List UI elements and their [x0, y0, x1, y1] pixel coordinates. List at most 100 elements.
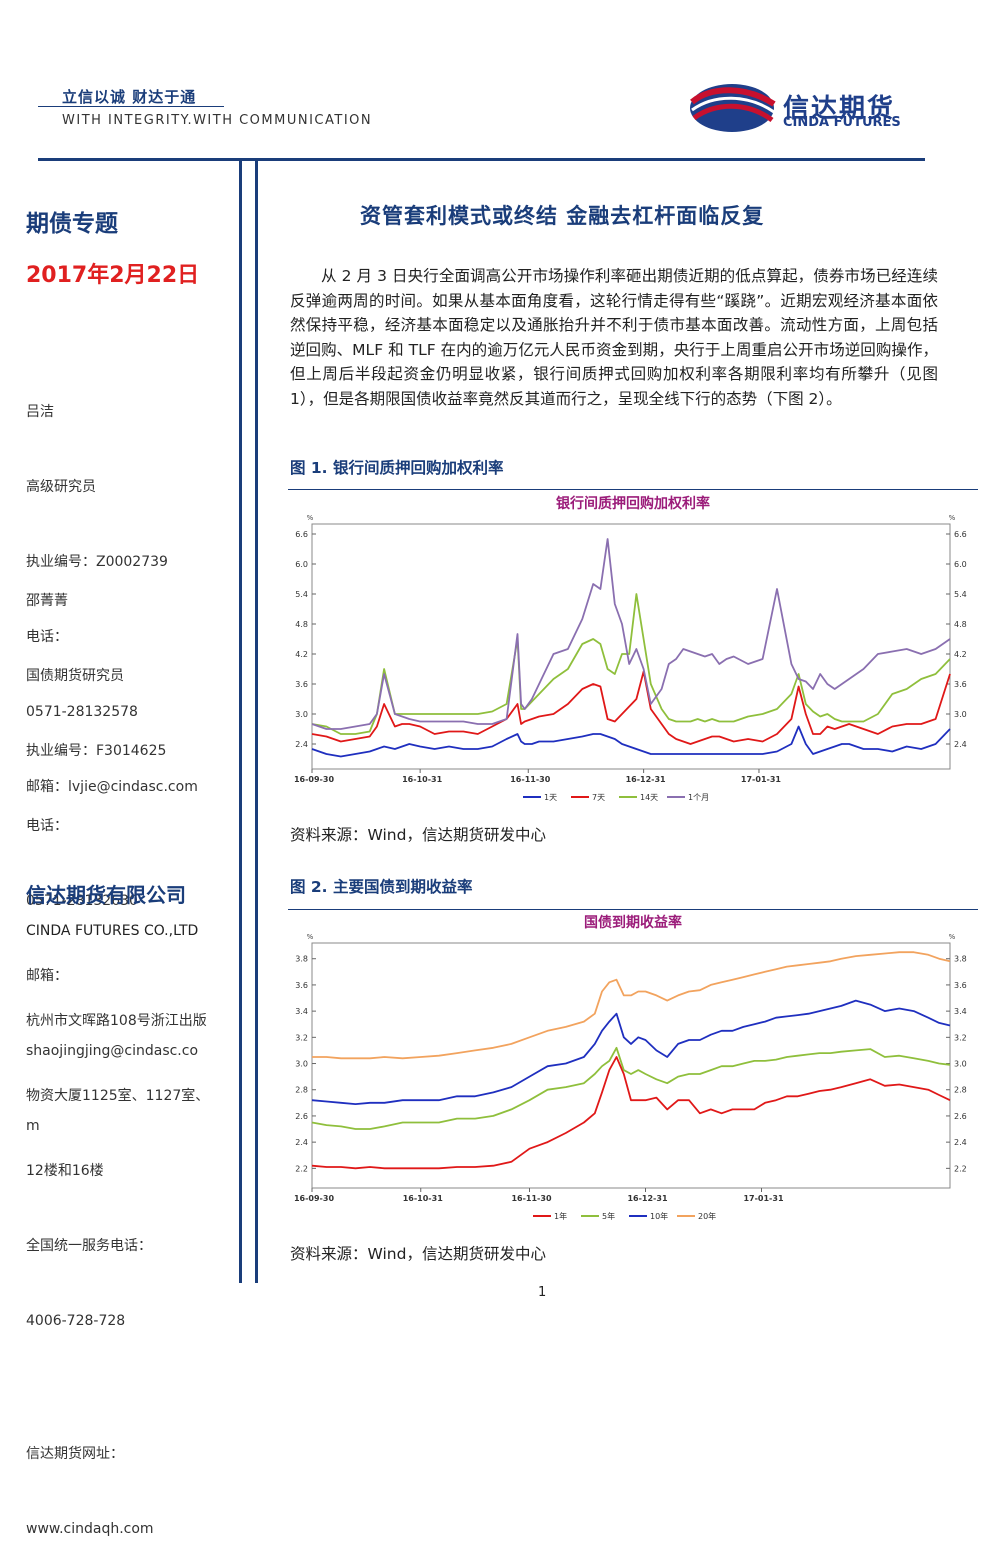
report-category: 期债专题	[26, 211, 118, 237]
y-tick-label-left: 6.6	[295, 530, 308, 539]
figure-2-caption: 图 2. 主要国债到期收益率	[290, 878, 473, 896]
y-tick-label-right: 4.2	[954, 650, 967, 659]
y-tick-label-left: 3.2	[295, 1033, 308, 1042]
hotline-label: 全国统一服务电话：	[26, 1238, 152, 1254]
series-line-2	[311, 1046, 951, 1130]
analyst-2-phone: 0571-28132630	[26, 893, 138, 909]
chart-bond-yields: 国债到期收益率% % 2.2 2.2 2.4 2.4 2.6 2.6 2.8 2.8 3.0 3.0 3…	[294, 914, 967, 1221]
x-tick-label: 16-12-31	[626, 775, 666, 784]
series-line-3	[311, 593, 951, 735]
chart-title: 国债到期收益率	[584, 914, 682, 931]
y-tick-label-right: 3.4	[954, 1007, 967, 1016]
y-tick-label-right: 3.0	[954, 1060, 967, 1069]
y-tick-label-right: 4.8	[954, 620, 967, 629]
y-tick-label-left: 5.4	[295, 590, 308, 599]
sidebar-rule	[239, 158, 242, 1283]
slogan-en: WITH INTEGRITY.WITH COMMUNICATION	[62, 113, 373, 128]
analyst-1-phone: 0571-28132578	[26, 704, 138, 720]
company-name-en: CINDA FUTURES CO.,LTD	[26, 923, 199, 939]
slogan-cn: 立信以诚 财达于通	[62, 88, 197, 106]
y-tick-label-right: 2.6	[954, 1112, 967, 1121]
unit-left: %	[307, 933, 314, 941]
legend-label-2: 7天	[592, 793, 605, 802]
analyst-1-license: 执业编号：Z0002739	[26, 554, 168, 570]
hotline-number: 4006-728-728	[26, 1313, 126, 1329]
slogan-divider	[38, 106, 224, 107]
figure-1-source: 资料来源：Wind，信达期货研发中心	[290, 826, 546, 844]
y-tick-label-left: 4.8	[295, 620, 308, 629]
x-tick-label: 16-12-31	[627, 1194, 667, 1203]
y-tick-label-left: 4.2	[295, 650, 308, 659]
y-tick-label-left: 3.4	[295, 1007, 308, 1016]
company-address-block: 杭州市文晖路108号浙江出版 物资大厦1125室、1127室、 12楼和16楼 …	[26, 959, 209, 1567]
logo-text-en: CINDA FUTURES	[783, 115, 901, 130]
series-line-4	[312, 951, 951, 1060]
cinda-logo-icon	[690, 84, 776, 132]
series-line-4	[311, 538, 951, 730]
legend-label-1: 1天	[544, 793, 557, 802]
figure-1-caption: 图 1. 银行间质押回购加权利率	[290, 459, 504, 477]
figure-1-rule	[288, 489, 978, 490]
y-tick-label-left: 3.0	[295, 1060, 308, 1069]
y-tick-label-left: 2.6	[295, 1112, 308, 1121]
analyst-1-email: 邮箱：lvjie@cindasc.com	[26, 779, 198, 795]
analyst-2-block: 邵菁菁 国债期货研究员 执业编号：F3014625 电话： 0571-28132…	[26, 539, 198, 1164]
website-url: www.cindaqh.com	[26, 1521, 154, 1537]
article-paragraph: 从 2 月 3 日央行全面调高公开市场操作利率砸出期债近期的低点算起，债券市场已…	[290, 267, 938, 408]
y-tick-label-right: 3.8	[954, 955, 967, 964]
y-tick-label-left: 2.4	[295, 1138, 308, 1147]
address-line-2: 物资大厦1125室、1127室、	[26, 1088, 210, 1104]
y-tick-label-left: 2.8	[295, 1086, 308, 1095]
y-tick-label-left: 6.0	[295, 560, 308, 569]
figure-2-source: 资料来源：Wind，信达期货研发中心	[290, 1245, 546, 1263]
analyst-2-license: 执业编号：F3014625	[26, 743, 167, 759]
y-tick-label-right: 3.6	[954, 981, 967, 990]
y-tick-label-left: 3.8	[295, 955, 308, 964]
y-tick-label-right: 3.2	[954, 1033, 967, 1042]
y-tick-label-right: 2.4	[954, 1138, 967, 1147]
x-tick-label: 16-09-30	[294, 775, 334, 784]
logo-text-cn: 信达期货	[783, 94, 896, 124]
analyst-1-name: 吕洁	[26, 404, 54, 420]
y-tick-label-left: 3.6	[295, 981, 308, 990]
x-tick-label: 16-11-30	[510, 775, 550, 784]
y-tick-label-right: 3.6	[954, 680, 967, 689]
y-tick-label-right: 5.4	[954, 590, 967, 599]
address-spacer	[26, 1384, 209, 1392]
figure-2-rule	[288, 909, 978, 910]
report-date: 2017年2月22日	[26, 263, 200, 288]
y-tick-label-right: 3.0	[954, 710, 967, 719]
legend-label-3: 14天	[640, 793, 658, 802]
chart-title: 银行间质押回购加权利率	[556, 495, 710, 512]
x-tick-label: 17-01-31	[743, 1194, 783, 1203]
y-tick-label-right: 2.8	[954, 1086, 967, 1095]
y-tick-label-right: 2.2	[954, 1164, 967, 1173]
y-tick-label-right: 6.6	[954, 530, 967, 539]
legend-label-4: 1个月	[688, 793, 709, 802]
legend-label-1: 1年	[554, 1211, 567, 1221]
analyst-2-title: 国债期货研究员	[26, 668, 124, 684]
series-line-2	[311, 670, 951, 745]
x-tick-label: 16-09-30	[294, 1194, 334, 1203]
x-tick-label: 17-01-31	[741, 775, 781, 784]
plot-frame	[311, 523, 951, 770]
company-name-cn: 信达期货有限公司	[26, 883, 186, 907]
series-line-1	[311, 725, 951, 758]
legend-label-3: 10年	[650, 1211, 668, 1221]
analyst-2-phone-label: 电话：	[26, 818, 68, 834]
analyst-1-phone-label: 电话：	[26, 629, 68, 645]
y-tick-label-right: 2.4	[954, 740, 967, 749]
analyst-2-name: 邵菁菁	[26, 593, 68, 609]
x-tick-label: 16-10-31	[403, 1194, 443, 1203]
y-tick-label-left: 2.2	[295, 1164, 308, 1173]
legend-label-4: 20年	[698, 1211, 716, 1221]
chart-repo-rates: 银行间质押回购加权利率% % 2.4 2.4 3.0 3.0 3.6 3.6 4.2 4.2 4.8…	[294, 495, 967, 802]
legend-label-2: 5年	[602, 1211, 615, 1221]
y-tick-label-left: 3.6	[295, 680, 308, 689]
analyst-1-block: 吕洁 高级研究员 执业编号：Z0002739 电话： 0571-28132578…	[26, 350, 198, 825]
y-tick-label-left: 2.4	[295, 740, 308, 749]
analyst-2-email-cont: m	[26, 1118, 40, 1134]
series-line-1	[311, 1056, 951, 1170]
unit-left: %	[307, 514, 314, 522]
y-tick-label-left: 3.0	[295, 710, 308, 719]
